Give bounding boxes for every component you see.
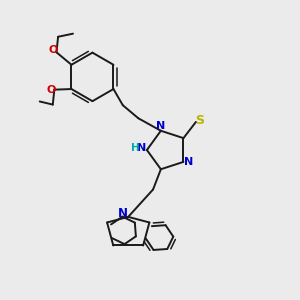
Text: S: S (196, 114, 205, 127)
Text: N: N (156, 122, 166, 131)
Text: O: O (49, 46, 58, 56)
Text: O: O (46, 85, 56, 95)
Text: N: N (137, 142, 146, 152)
Text: H: H (131, 142, 140, 152)
Text: N: N (118, 207, 128, 220)
Text: N: N (184, 157, 193, 167)
